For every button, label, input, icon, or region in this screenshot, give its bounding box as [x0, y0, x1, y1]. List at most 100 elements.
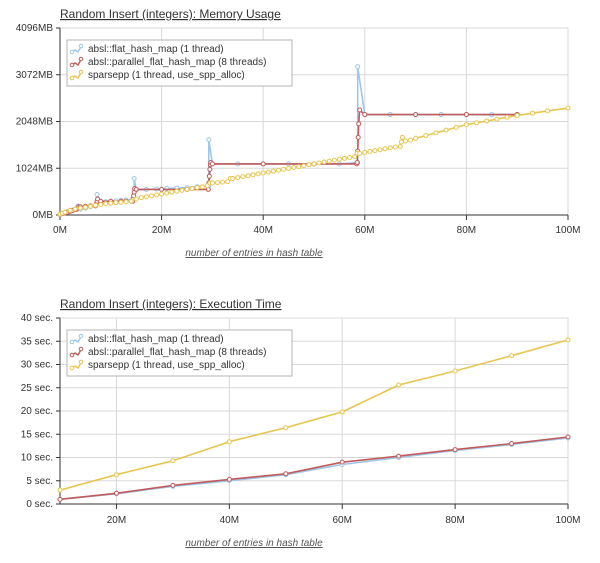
- time-x-axis-label: number of entries in hash table: [185, 538, 323, 549]
- memory-data-point-flat: [131, 175, 137, 181]
- time-data-point-sparsepp: [452, 368, 458, 374]
- memory-legend-label: absl::flat_hash_map (1 thread): [88, 44, 224, 55]
- memory-data-point-sparsepp: [387, 145, 393, 151]
- time-y-tick-label: 5 sec.: [26, 476, 53, 487]
- memory-data-point-sparsepp: [565, 105, 571, 111]
- memory-y-tick-label: 2048MB: [16, 117, 54, 128]
- time-data-point-parallel: [509, 441, 515, 447]
- time-x-tick-label: 40M: [220, 515, 239, 526]
- memory-data-point-sparsepp: [118, 199, 124, 205]
- memory-legend-icon-dot: [78, 69, 84, 75]
- time-data-point-sparsepp: [170, 458, 176, 464]
- memory-data-point-sparsepp: [128, 198, 134, 204]
- time-legend-series-icon: [69, 359, 84, 371]
- memory-chart-title: Random Insert (integers): Memory Usage: [60, 7, 281, 21]
- time-y-tick-label: 40 sec.: [21, 313, 53, 324]
- memory-data-point-sparsepp: [214, 180, 220, 186]
- time-data-point-sparsepp: [113, 472, 119, 478]
- memory-data-point-sparsepp: [367, 149, 373, 155]
- memory-y-tick-label: 3072MB: [16, 70, 54, 81]
- memory-data-point-sparsepp: [463, 122, 469, 128]
- memory-data-point-sparsepp: [408, 137, 414, 143]
- memory-data-point-sparsepp: [392, 144, 398, 150]
- memory-data-point-parallel: [133, 186, 139, 192]
- memory-data-point-sparsepp: [199, 184, 205, 190]
- time-legend-icon-dot: [69, 339, 75, 345]
- time-legend-series-icon: [69, 333, 84, 345]
- time-data-point-parallel: [113, 490, 119, 496]
- memory-data-point-sparsepp: [174, 188, 180, 194]
- memory-data-point-parallel: [209, 161, 215, 167]
- memory-data-point-sparsepp: [301, 163, 307, 169]
- memory-x-tick-label: 60M: [355, 225, 374, 236]
- memory-legend-icon-dot: [69, 62, 75, 68]
- memory-data-point-flat: [206, 137, 212, 143]
- time-data-point-sparsepp: [226, 439, 232, 445]
- time-x-tick-label: 60M: [332, 515, 351, 526]
- memory-data-point-sparsepp: [138, 195, 144, 201]
- memory-data-point-sparsepp: [306, 162, 312, 168]
- memory-data-point-parallel: [354, 159, 360, 165]
- memory-legend-icon-dot: [78, 56, 84, 62]
- memory-data-point-sparsepp: [169, 189, 175, 195]
- memory-data-point-sparsepp: [291, 165, 297, 171]
- memory-data-point-sparsepp: [286, 165, 292, 171]
- time-legend-icon-dot: [78, 346, 84, 352]
- memory-y-tick-label: 4096MB: [16, 23, 54, 34]
- memory-data-point-parallel: [362, 112, 368, 118]
- memory-data-point-sparsepp: [494, 116, 500, 122]
- time-data-point-sparsepp: [57, 487, 63, 493]
- memory-data-point-sparsepp: [362, 149, 368, 155]
- memory-data-point-sparsepp: [514, 112, 520, 118]
- time-data-point-parallel: [565, 434, 571, 440]
- memory-data-point-sparsepp: [209, 180, 215, 186]
- memory-data-point-sparsepp: [67, 207, 73, 213]
- time-x-tick-label: 20M: [107, 515, 126, 526]
- memory-data-point-sparsepp: [397, 144, 403, 150]
- memory-data-point-sparsepp: [113, 200, 119, 206]
- memory-series-line-flat: [59, 65, 518, 216]
- memory-data-point-sparsepp: [326, 158, 332, 164]
- memory-data-point-sparsepp: [98, 201, 104, 207]
- time-y-tick-label: 35 sec.: [21, 336, 53, 347]
- time-legend-label: absl::flat_hash_map (1 thread): [88, 334, 224, 345]
- memory-x-tick-label: 40M: [253, 225, 272, 236]
- memory-data-point-sparsepp: [225, 179, 231, 185]
- memory-data-point-sparsepp: [341, 155, 347, 161]
- time-legend-icon-dot: [78, 333, 84, 339]
- memory-legend-icon-dot: [69, 75, 75, 81]
- memory-data-point-flat: [355, 64, 361, 70]
- memory-data-point-sparsepp: [159, 191, 165, 197]
- time-legend-icon-dot: [69, 352, 75, 358]
- memory-data-point-sparsepp: [423, 133, 429, 139]
- memory-legend-icon-dot: [78, 43, 84, 49]
- time-x-tick-label: 80M: [445, 515, 464, 526]
- time-data-point-sparsepp: [509, 353, 515, 359]
- memory-data-point-sparsepp: [103, 201, 109, 207]
- memory-data-point-parallel: [463, 112, 469, 118]
- memory-data-point-sparsepp: [352, 154, 358, 160]
- time-data-point-sparsepp: [283, 425, 289, 431]
- memory-data-point-sparsepp: [235, 175, 241, 181]
- memory-data-point-sparsepp: [296, 164, 302, 170]
- memory-data-point-parallel: [207, 166, 213, 172]
- memory-data-point-parallel: [206, 173, 212, 179]
- time-legend-icon-dot: [69, 365, 75, 371]
- memory-data-point-parallel: [355, 134, 361, 140]
- memory-data-point-sparsepp: [545, 108, 551, 114]
- memory-data-point-sparsepp: [504, 114, 510, 120]
- memory-legend-icon-dot: [69, 49, 75, 55]
- memory-data-point-sparsepp: [311, 161, 317, 167]
- memory-data-point-sparsepp: [529, 110, 535, 116]
- memory-data-point-sparsepp: [336, 156, 342, 162]
- memory-legend-series-icon: [69, 43, 84, 55]
- memory-data-point-sparsepp: [93, 202, 99, 208]
- memory-x-tick-label: 80M: [457, 225, 476, 236]
- memory-data-point-sparsepp: [443, 127, 449, 133]
- time-data-point-parallel: [57, 496, 63, 502]
- memory-data-point-sparsepp: [72, 206, 78, 212]
- memory-x-tick-label: 0M: [53, 225, 67, 236]
- memory-data-point-sparsepp: [194, 185, 200, 191]
- memory-data-point-sparsepp: [245, 173, 251, 179]
- memory-data-point-sparsepp: [123, 199, 129, 205]
